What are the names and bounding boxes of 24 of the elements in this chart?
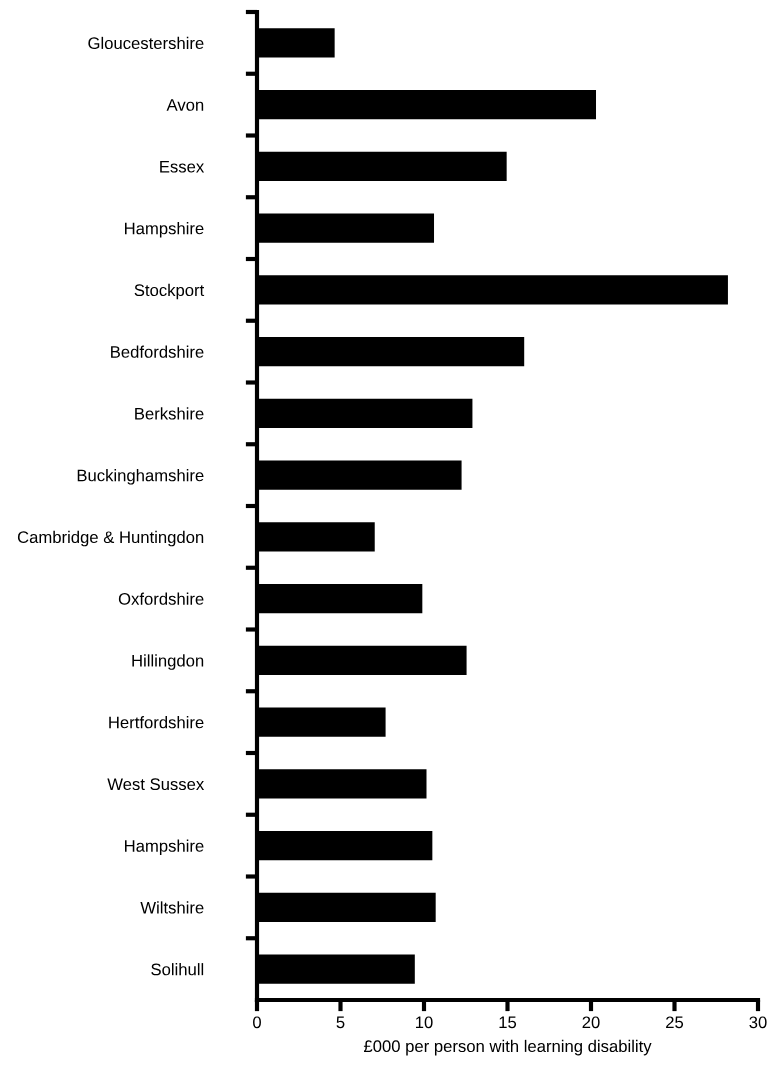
- x-tick-label: 5: [336, 1016, 345, 1029]
- y-tick-label: Oxfordshire: [118, 592, 204, 605]
- x-tick-label: 0: [253, 1016, 261, 1029]
- y-tick-label: Hertfordshire: [109, 716, 204, 729]
- x-tick-label: 15: [499, 1016, 517, 1029]
- x-tick-label: 30: [749, 1016, 767, 1029]
- y-tick-label: Gloucestershire: [88, 36, 204, 50]
- y-tick-label: Buckinghamshire: [77, 469, 204, 485]
- y-tick-label: Solihull: [151, 963, 204, 976]
- y-tick-label: Hampshire: [125, 839, 204, 856]
- y-tick-label: Essex: [160, 160, 205, 173]
- x-tick-label: 20: [582, 1016, 600, 1029]
- x-tick-label: 25: [666, 1016, 684, 1029]
- y-tick-label: Berkshire: [135, 407, 204, 420]
- x-axis-title: £000 per person with learning disability: [363, 1039, 652, 1056]
- y-tick-label: Cambridge & Huntingdon: [17, 530, 204, 547]
- x-tick-label: 10: [416, 1016, 433, 1029]
- y-tick-label: Hillingdon: [132, 654, 204, 670]
- y-tick-label: Bedfordshire: [111, 345, 204, 358]
- y-tick-label: West Sussex: [107, 778, 205, 791]
- y-tick-label: Wiltshire: [140, 901, 204, 914]
- y-tick-label: Stockport: [134, 283, 205, 300]
- y-tick-label: Avon: [166, 99, 204, 111]
- y-tick-label: Hampshire: [125, 222, 204, 238]
